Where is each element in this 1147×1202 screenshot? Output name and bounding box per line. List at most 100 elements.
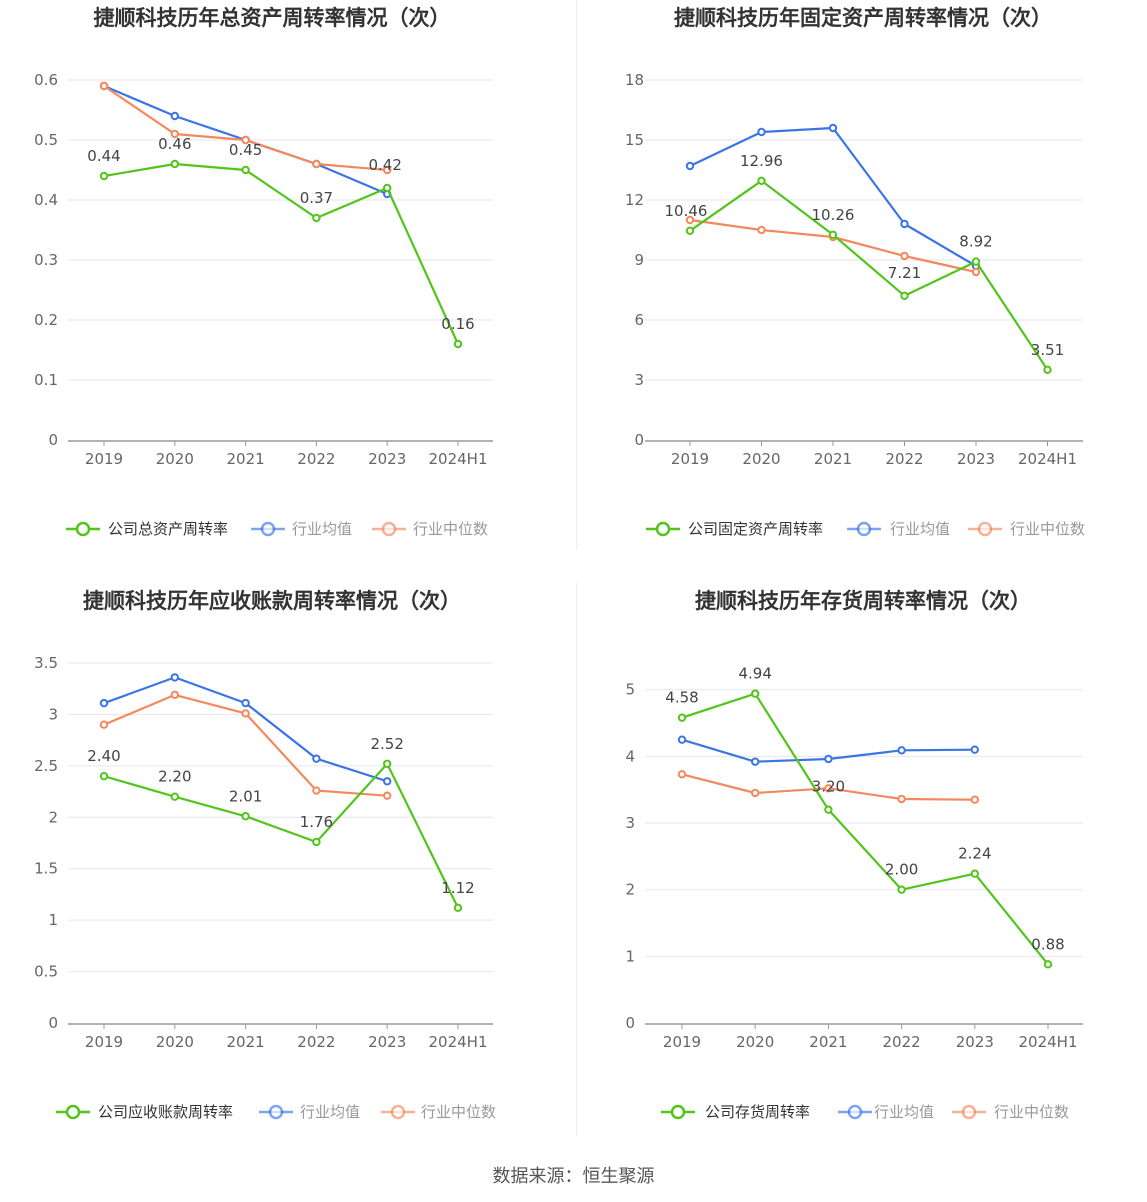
data-point-company — [383, 759, 392, 769]
legend-label: 行业中位数 — [413, 520, 488, 538]
data-label: 0.44 — [87, 147, 120, 165]
legend-swatch-marker — [961, 1104, 977, 1120]
data-label: 2.01 — [229, 787, 262, 805]
series-line-company — [689, 179, 1049, 371]
x-tick-label: 2021 — [227, 1033, 265, 1051]
data-point-median — [897, 794, 906, 804]
data-label: 0.42 — [368, 156, 401, 174]
data-label: 3.20 — [812, 778, 845, 796]
data-point-company — [897, 885, 906, 894]
y-tick-label: 12 — [625, 191, 644, 209]
data-point-avg — [970, 745, 979, 754]
data-point-median — [170, 690, 180, 700]
legend-label: 公司存货周转率 — [705, 1103, 810, 1121]
legend-swatch-marker — [977, 521, 993, 537]
data-point-median — [241, 709, 250, 718]
data-label: 2.24 — [958, 845, 991, 863]
data-point-median — [970, 795, 979, 804]
legend-label: 行业中位数 — [994, 1103, 1069, 1121]
y-tick-label: 0 — [48, 1014, 58, 1032]
chart-title: 捷顺科技历年存货周转率情况（次） — [695, 589, 1031, 613]
data-label: 2.40 — [87, 747, 120, 765]
data-point-company — [383, 183, 392, 193]
x-tick-label: 2024H1 — [429, 450, 488, 468]
y-tick-label: 1 — [48, 911, 58, 929]
y-tick-label: 0.5 — [34, 131, 58, 149]
y-tick-label: 3 — [634, 371, 644, 389]
data-point-company — [971, 257, 981, 266]
series-line-company — [103, 762, 459, 909]
y-tick-label: 4 — [625, 747, 635, 765]
x-tick-label: 2023 — [957, 450, 995, 468]
y-tick-label: 1.5 — [34, 860, 58, 878]
y-tick-label: 0.4 — [34, 191, 58, 209]
legend-swatch-marker — [655, 521, 671, 537]
data-point-company — [241, 812, 250, 821]
panel-divider — [576, 0, 577, 550]
x-tick-label: 2020 — [736, 1033, 774, 1051]
data-label: 0.45 — [229, 141, 262, 159]
data-label: 7.21 — [888, 264, 921, 282]
data-point-company — [241, 165, 250, 175]
data-label: 1.76 — [300, 813, 333, 831]
legend-label: 行业均值 — [890, 520, 950, 538]
x-tick-label: 2023 — [956, 1033, 994, 1051]
data-point-median — [971, 267, 981, 277]
data-point-median — [312, 786, 321, 795]
data-point-company — [970, 869, 979, 878]
data-point-company — [685, 226, 695, 236]
y-tick-label: 0 — [625, 1014, 635, 1032]
y-tick-label: 0.5 — [34, 963, 58, 981]
data-point-median — [241, 135, 250, 145]
data-label: 4.58 — [665, 689, 698, 707]
data-label: 3.51 — [1031, 341, 1064, 359]
y-tick-label: 2 — [48, 808, 58, 826]
x-tick-label: 2020 — [742, 450, 780, 468]
x-tick-label: 2020 — [156, 1033, 194, 1051]
data-point-company — [312, 837, 321, 847]
data-point-median — [383, 165, 392, 175]
chart-receivables-turnover: 捷顺科技历年应收账款周转率情况（次） 0 0.5 1 1.5 2 2.5 3 3.5 2019 20… — [34, 589, 496, 1121]
y-tick-label: 0 — [634, 431, 644, 449]
x-tick-label: 2024H1 — [429, 1033, 488, 1051]
data-point-avg — [383, 777, 392, 786]
data-label: 0.46 — [158, 135, 191, 153]
data-point-median — [824, 784, 833, 793]
y-tick-label: 0.6 — [34, 71, 58, 89]
chart-panel-total-assets: 捷顺科技历年总资产周转率情况（次） 0 0.1 0.2 0.3 0.4 0.5 0.6 2019… — [0, 0, 573, 583]
data-point-company — [453, 903, 463, 912]
data-point-avg — [170, 673, 180, 682]
data-label: 8.92 — [959, 233, 992, 251]
series-line-company — [103, 162, 460, 345]
x-tick-label: 2020 — [156, 450, 194, 468]
data-point-company — [757, 176, 766, 186]
data-label: 2.52 — [370, 735, 403, 753]
data-label: 2.00 — [885, 861, 918, 879]
data-point-avg — [241, 698, 250, 708]
data-point-median — [751, 788, 760, 798]
data-point-company — [312, 213, 321, 223]
legend-swatch-marker — [65, 1104, 81, 1120]
y-tick-label: 0 — [48, 431, 58, 449]
data-point-avg — [757, 127, 766, 137]
series-line-median — [689, 218, 977, 274]
data-label: 2.20 — [158, 768, 191, 786]
legend-label: 行业均值 — [300, 1103, 360, 1121]
legend-label: 公司总资产周转率 — [108, 520, 228, 538]
data-source-note: 数据来源：恒生聚源 — [492, 1166, 655, 1187]
data-point-median — [900, 251, 909, 261]
x-tick-label: 2023 — [368, 450, 406, 468]
legend-label: 行业中位数 — [421, 1103, 496, 1121]
data-point-avg — [900, 219, 909, 229]
data-point-avg — [312, 754, 321, 763]
x-tick-label: 2019 — [663, 1033, 701, 1051]
data-point-median — [677, 770, 687, 779]
legend-swatch-marker — [381, 521, 397, 537]
y-tick-label: 2 — [625, 881, 635, 899]
chart-inventory-turnover: 捷顺科技历年存货周转率情况（次） 0 1 2 3 4 5 2019 2020 2021 2022 20… — [625, 589, 1083, 1121]
series-line-avg — [689, 126, 977, 267]
legend-swatch-marker — [670, 1104, 686, 1120]
chart-title: 捷顺科技历年固定资产周转率情况（次） — [674, 6, 1052, 30]
y-tick-label: 18 — [625, 71, 644, 89]
y-tick-label: 0.1 — [34, 371, 58, 389]
